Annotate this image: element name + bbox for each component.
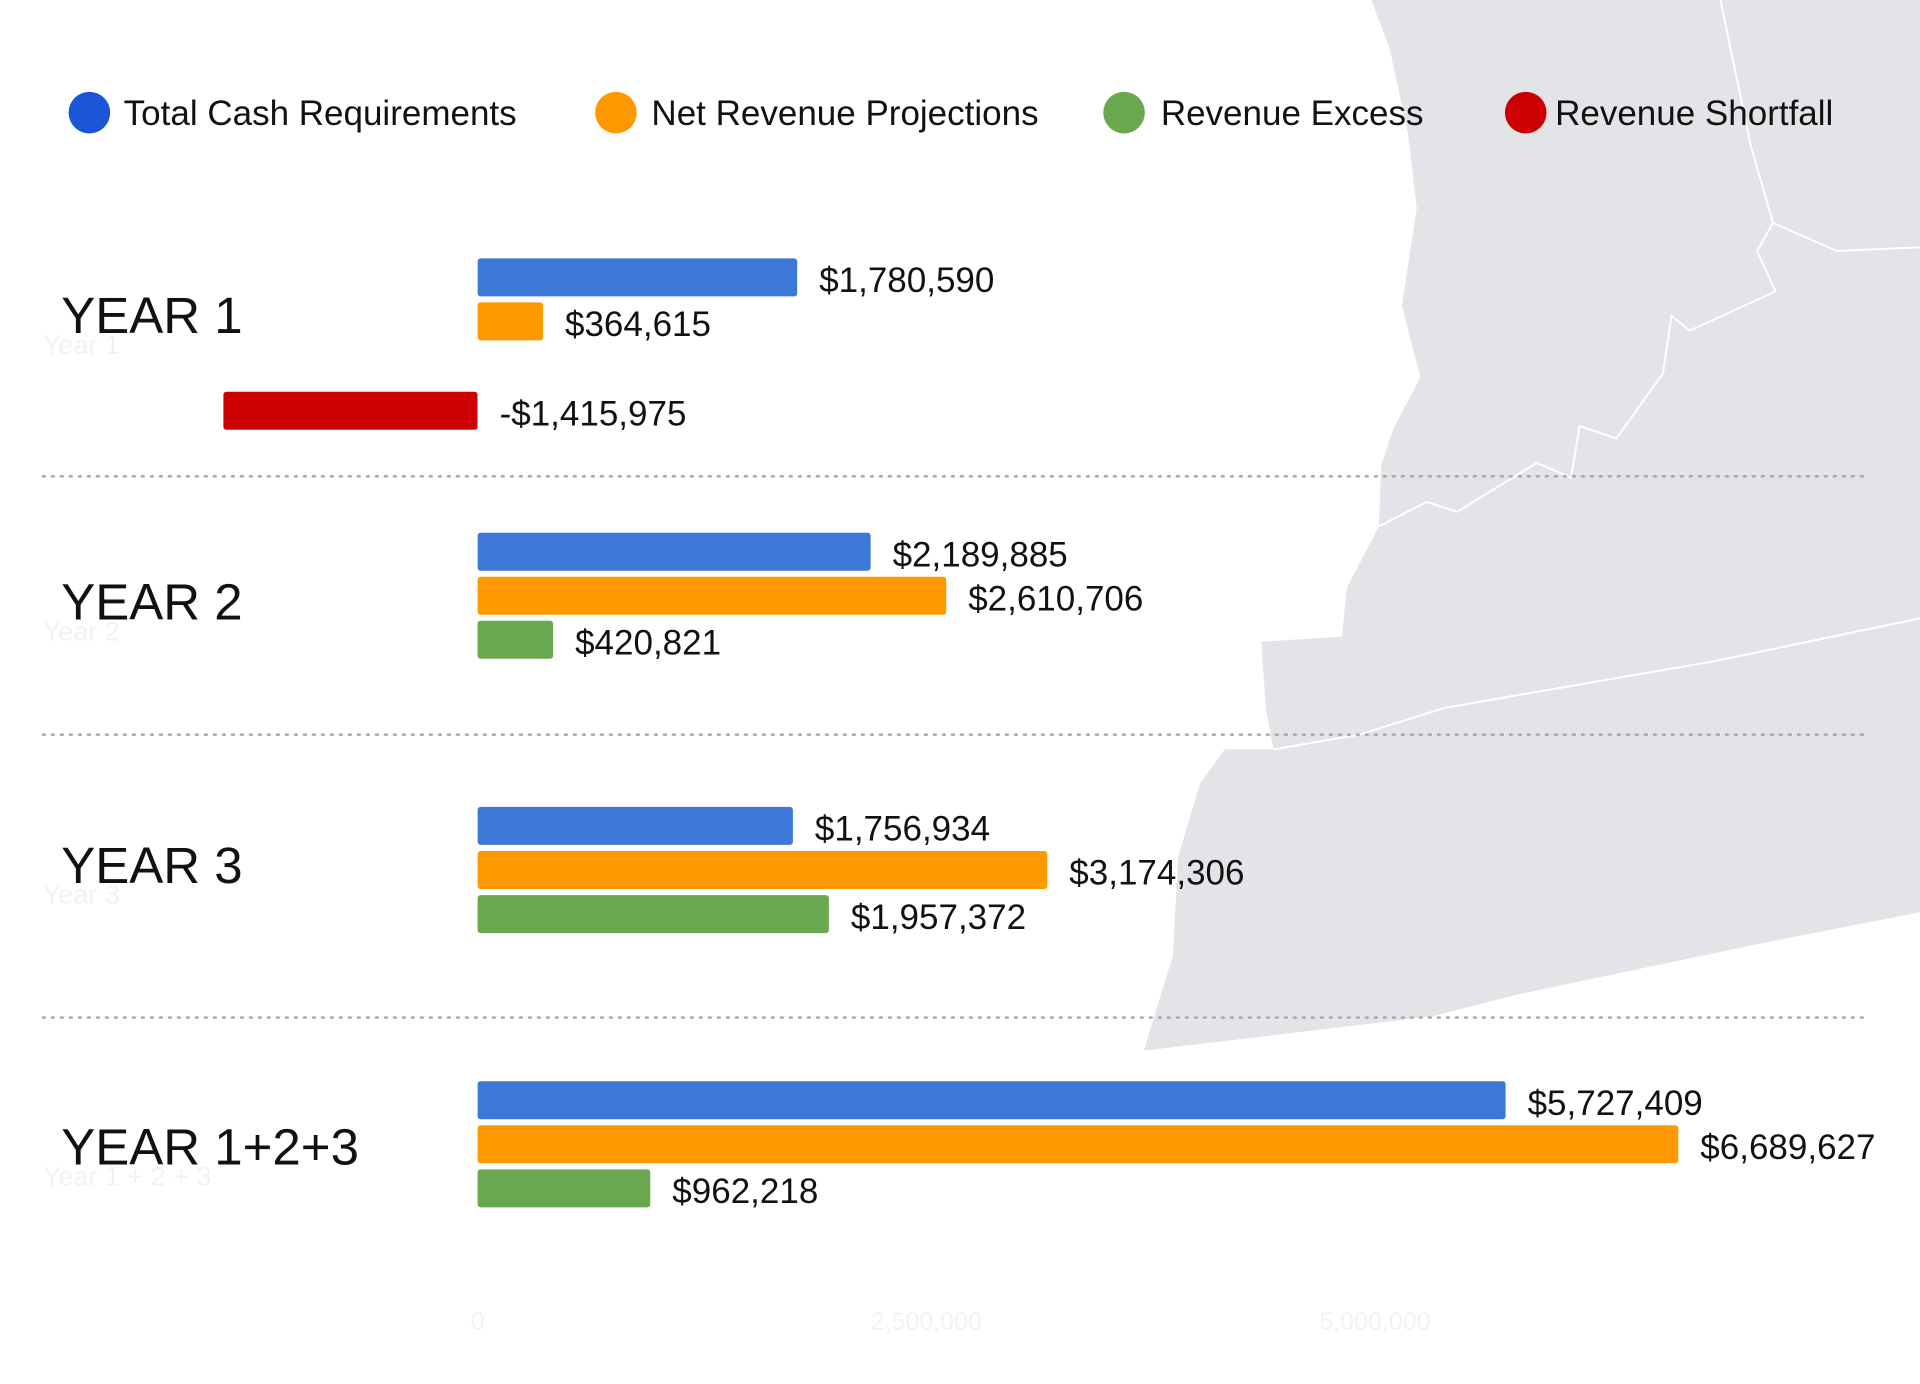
land-shape — [1143, 0, 1920, 1051]
legend: Total Cash Requirements Net Revenue Proje… — [68, 91, 1833, 134]
bar — [223, 391, 478, 430]
land-border-east — [1772, 221, 1920, 253]
bar — [477, 258, 798, 297]
value-label: $420,821 — [575, 624, 721, 663]
bar — [477, 851, 1048, 889]
bar — [477, 806, 793, 845]
legend-marker — [68, 91, 111, 134]
group-label: YEAR 3 — [61, 837, 242, 894]
group-sublabel: Year 3 — [43, 880, 120, 910]
x-tick-label: 5,000,000 — [1319, 1308, 1430, 1336]
bar — [477, 302, 543, 341]
value-label: $962,218 — [672, 1172, 818, 1211]
bar — [477, 620, 554, 659]
group-label: YEAR 1 — [61, 287, 242, 344]
x-tick-label: 2,500,000 — [871, 1308, 982, 1336]
legend-marker — [1103, 91, 1145, 134]
legend-label: Net Revenue Projections — [651, 94, 1038, 133]
value-label: $2,610,706 — [968, 579, 1143, 618]
value-label: $6,689,627 — [1700, 1128, 1875, 1167]
bar — [477, 1125, 1679, 1164]
value-label: $1,780,590 — [819, 261, 994, 300]
value-labels: $1,780,590 $364,615 -$1,415,975 $2,189,885 $… — [500, 261, 1876, 1211]
bar — [477, 576, 947, 615]
bar — [477, 895, 829, 934]
group-sublabel: Year 2 — [43, 616, 120, 646]
bar — [477, 532, 871, 571]
legend-label: Revenue Shortfall — [1555, 94, 1833, 133]
bar — [477, 1081, 1506, 1120]
legend-marker — [1504, 91, 1547, 134]
bars — [223, 258, 1679, 1208]
x-tick-label: 0 — [471, 1308, 485, 1336]
group-sublabel: Year 1 + 2 + 3 — [43, 1161, 212, 1191]
group-label: YEAR 2 — [61, 574, 242, 631]
land-border-south — [1273, 617, 1920, 751]
value-label: $5,727,409 — [1528, 1084, 1703, 1123]
value-label: $3,174,306 — [1069, 854, 1244, 893]
x-axis-ticks: 0 2,500,000 5,000,000 — [471, 1308, 1431, 1336]
bar — [477, 1169, 651, 1208]
legend-label: Revenue Excess — [1161, 94, 1424, 133]
group-label: YEAR 1+2+3 — [61, 1118, 359, 1175]
value-label: $2,189,885 — [893, 535, 1068, 574]
group-separators — [41, 475, 1871, 1019]
value-label: $1,957,372 — [851, 898, 1026, 937]
group-sublabel: Year 1 — [43, 330, 120, 360]
value-label: -$1,415,975 — [500, 395, 687, 434]
value-label: $364,615 — [565, 305, 711, 344]
value-label: $1,756,934 — [815, 810, 990, 849]
legend-label: Total Cash Requirements — [124, 94, 517, 133]
map-background — [1143, 0, 1920, 1051]
legend-marker — [595, 91, 637, 134]
land-border-north — [1378, 0, 1777, 528]
